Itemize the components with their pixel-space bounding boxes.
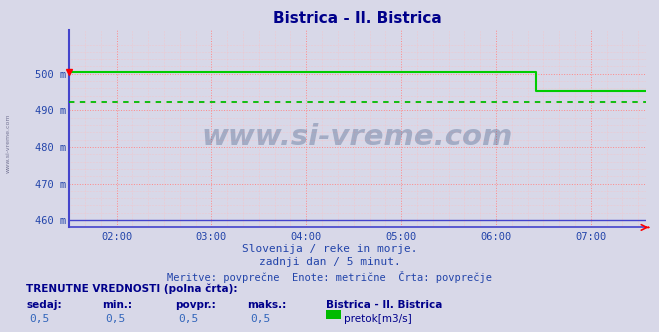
- Text: pretok[m3/s]: pretok[m3/s]: [344, 314, 412, 324]
- Text: 0,5: 0,5: [30, 314, 50, 324]
- Text: Meritve: povprečne  Enote: metrične  Črta: povprečje: Meritve: povprečne Enote: metrične Črta:…: [167, 271, 492, 283]
- Title: Bistrica - Il. Bistrica: Bistrica - Il. Bistrica: [273, 11, 442, 26]
- Text: sedaj:: sedaj:: [26, 300, 62, 310]
- Text: zadnji dan / 5 minut.: zadnji dan / 5 minut.: [258, 257, 401, 267]
- Text: Bistrica - Il. Bistrica: Bistrica - Il. Bistrica: [326, 300, 443, 310]
- Text: TRENUTNE VREDNOSTI (polna črta):: TRENUTNE VREDNOSTI (polna črta):: [26, 284, 238, 294]
- Text: 0,5: 0,5: [178, 314, 198, 324]
- Text: maks.:: maks.:: [247, 300, 287, 310]
- Text: 0,5: 0,5: [250, 314, 271, 324]
- Text: www.si-vreme.com: www.si-vreme.com: [6, 113, 11, 173]
- Text: min.:: min.:: [102, 300, 132, 310]
- Text: Slovenija / reke in morje.: Slovenija / reke in morje.: [242, 244, 417, 254]
- Text: 0,5: 0,5: [105, 314, 126, 324]
- Text: www.si-vreme.com: www.si-vreme.com: [202, 123, 513, 150]
- Text: povpr.:: povpr.:: [175, 300, 215, 310]
